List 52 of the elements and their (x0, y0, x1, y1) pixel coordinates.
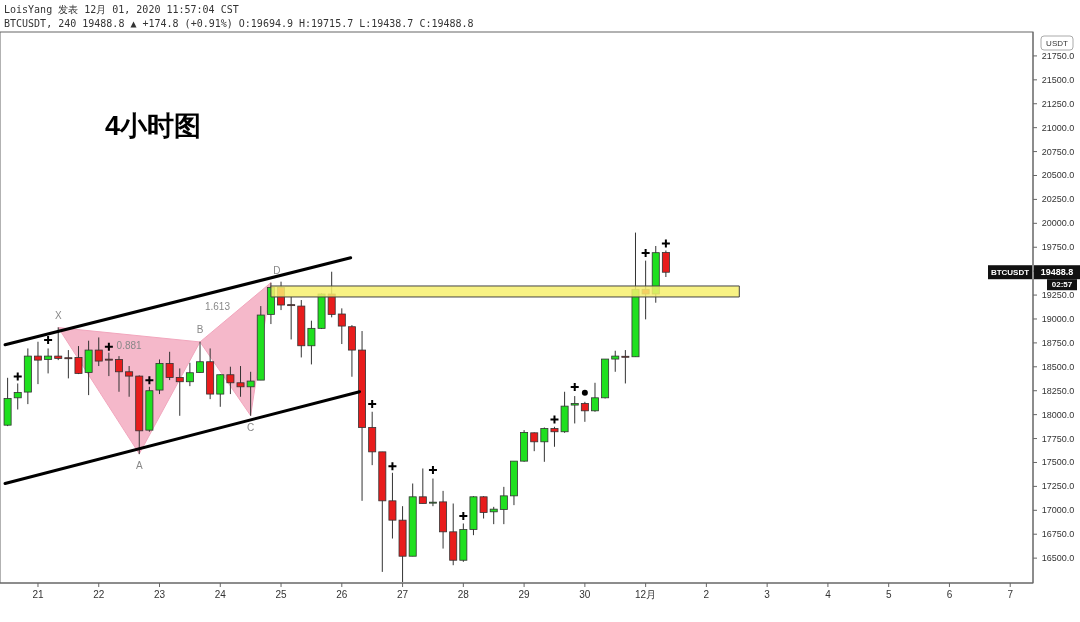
x-tick-label: 6 (946, 589, 953, 600)
y-tick-label: 20750.0 (1041, 146, 1075, 157)
x-tick-label: 25 (275, 589, 288, 600)
annotation: 1.613 (204, 300, 231, 312)
annotation: BTCUSDT (990, 267, 1030, 277)
y-tick-label: 17500.0 (1041, 457, 1075, 468)
y-tick-label: 19750.0 (1041, 242, 1075, 253)
text: BTCUSDT, 240 19488.8 ▲ +174.8 (+0.91%) O:19694.9 H:19715.7 L:19438.7 C:19488.8 (4, 18, 474, 29)
annotation: B (196, 324, 204, 336)
y-tick-label: 20500.0 (1041, 170, 1075, 181)
x-tick-label: 30 (579, 589, 591, 600)
text: 4小时图 (105, 111, 202, 141)
x-tick-label: 23 (153, 589, 166, 600)
annotation: D (273, 265, 281, 277)
y-tick-label: 21250.0 (1041, 98, 1075, 109)
y-tick-label: 20000.0 (1041, 218, 1075, 229)
text: LoisYang 发表 12月 01, 2020 11:57:04 CST (4, 4, 239, 15)
x-tick-label: 7 (1007, 589, 1014, 600)
x-tick-label: 12月 (635, 589, 657, 600)
annotation: X (54, 310, 62, 322)
x-tick-label: 3 (764, 589, 771, 600)
x-tick-label: 26 (336, 589, 348, 600)
x-tick-label: 29 (518, 589, 531, 600)
y-tick-label: 17750.0 (1041, 433, 1075, 444)
x-tick-label: 2 (703, 589, 710, 600)
y-tick-label: 21500.0 (1041, 74, 1075, 85)
y-tick-label: 20250.0 (1041, 194, 1075, 205)
y-tick-label: 16750.0 (1041, 529, 1075, 540)
y-tick-label: 21000.0 (1041, 122, 1075, 133)
y-tick-label: 18000.0 (1041, 409, 1075, 420)
y-tick-label: 17250.0 (1041, 481, 1075, 492)
x-tick-label: 5 (885, 589, 892, 600)
text: 19488.8 (1040, 267, 1074, 278)
y-tick-label: 19250.0 (1041, 290, 1075, 301)
x-tick-label: 4 (825, 589, 832, 600)
y-tick-label: 18250.0 (1041, 385, 1075, 396)
y-tick-label: 17000.0 (1041, 505, 1075, 516)
y-axis-title: USDT (1046, 38, 1068, 48)
annotation: 0.881 (116, 340, 143, 352)
y-tick-label: 18500.0 (1041, 361, 1075, 372)
x-tick-label: 28 (457, 589, 470, 600)
annotation: C (247, 422, 255, 434)
x-tick-label: 24 (214, 589, 227, 600)
y-tick-label: 18750.0 (1041, 337, 1075, 348)
text: 02:57 (1051, 280, 1073, 290)
y-tick-label: 19000.0 (1041, 313, 1075, 324)
x-tick-label: 27 (397, 589, 409, 600)
x-tick-label: 21 (32, 589, 44, 600)
x-tick-label: 22 (93, 589, 105, 600)
annotation: A (135, 460, 143, 472)
y-tick-label: 21750.0 (1041, 50, 1075, 61)
y-tick-label: 16500.0 (1041, 553, 1075, 564)
